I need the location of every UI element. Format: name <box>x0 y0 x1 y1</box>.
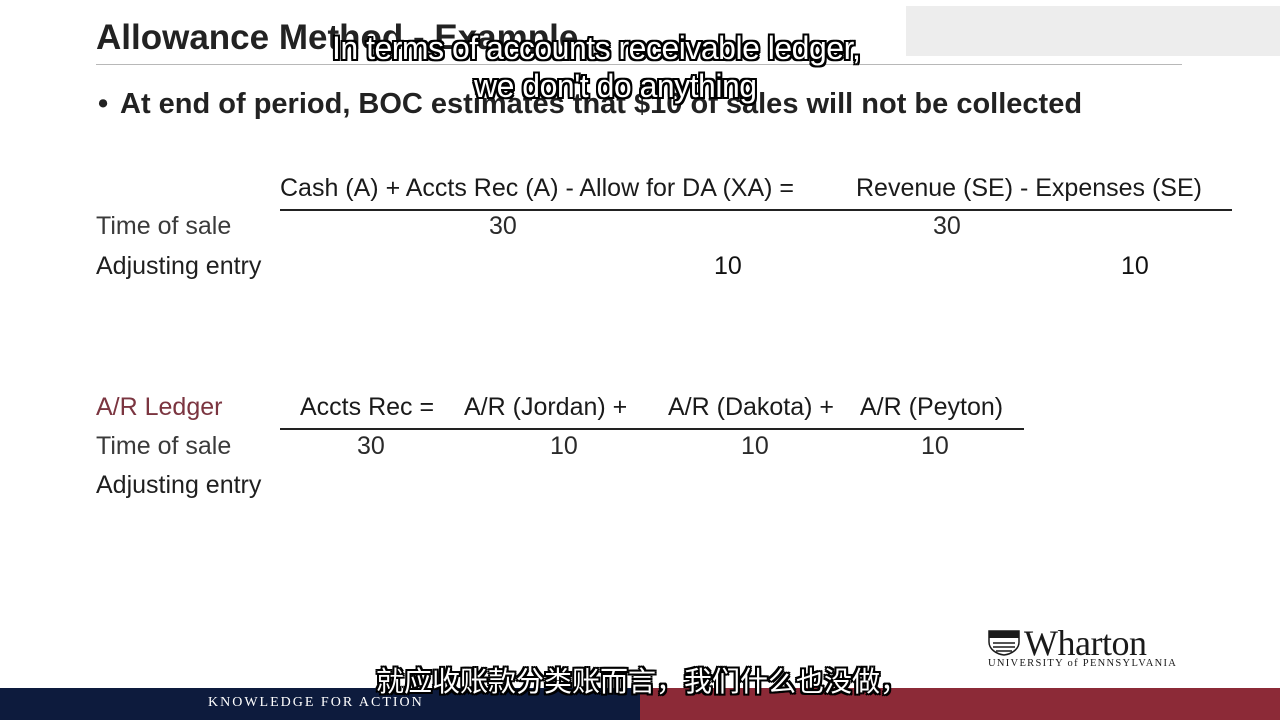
ledger-accts-rec-value: 30 <box>357 432 385 460</box>
equation-allowance-value: 10 <box>714 252 742 280</box>
footer-navy-bar <box>0 688 640 720</box>
equation-expenses-value: 10 <box>1121 252 1149 280</box>
wharton-logo: Wharton UNIVERSITY of PENNSYLVANIA <box>988 623 1188 672</box>
bullet-dot-icon: • <box>98 88 109 120</box>
ledger-header-peyton: A/R (Peyton) <box>860 393 1004 421</box>
ledger-header-accts-rec: Accts Rec = <box>300 393 435 421</box>
ledger-header-rule <box>280 428 1024 430</box>
ledger-dakota-value: 10 <box>741 432 769 460</box>
bullet-text: At end of period, BOC estimates that $10… <box>120 88 1083 120</box>
ar-ledger-label: A/R Ledger <box>96 393 223 421</box>
ledger-jordan-value: 10 <box>550 432 578 460</box>
penn-shield-icon <box>988 630 1020 656</box>
ledger-peyton-value: 10 <box>921 432 949 460</box>
slide-title: Allowance Method - Example <box>96 18 579 57</box>
ledger-header-dakota: A/R (Dakota) + <box>668 393 835 421</box>
equation-header-rule <box>280 209 1232 211</box>
header-overlay-box <box>906 6 1280 56</box>
wharton-university-line: UNIVERSITY of PENNSYLVANIA <box>988 658 1178 669</box>
subtitle-english-line-1: In terms of accounts receivable ledger, <box>332 30 861 66</box>
row-label-time-of-sale: Time of sale <box>96 212 232 240</box>
equation-header-equity: Revenue (SE) - Expenses (SE) <box>856 174 1202 202</box>
equation-header-assets: Cash (A) + Accts Rec (A) - Allow for DA … <box>280 174 795 202</box>
ledger-row-label-adjusting-entry: Adjusting entry <box>96 471 262 499</box>
bullet-point: • At end of period, BOC estimates that $1… <box>98 88 1082 121</box>
subtitle-chinese: 就应收账款分类账而言，我们什么也没做， <box>376 665 909 698</box>
ledger-row-label-time-of-sale: Time of sale <box>96 432 232 460</box>
ledger-header-jordan: A/R (Jordan) + <box>464 393 628 421</box>
wharton-wordmark: Wharton <box>1024 623 1147 663</box>
row-label-adjusting-entry: Adjusting entry <box>96 252 262 280</box>
equation-revenue-value: 30 <box>933 212 961 240</box>
footer-tagline: KNOWLEDGE FOR ACTION <box>208 695 424 710</box>
equation-cash-value: 30 <box>489 212 517 240</box>
footer-maroon-bar <box>640 688 1280 720</box>
title-divider <box>96 64 1182 65</box>
subtitle-english-line-2: we don't do anything <box>474 68 757 104</box>
